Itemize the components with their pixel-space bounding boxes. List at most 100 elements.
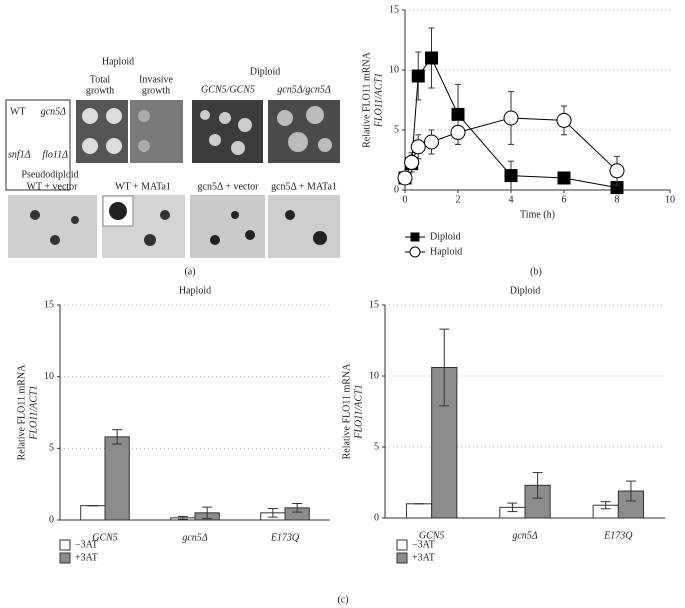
marker: [504, 169, 518, 183]
strain-label: flo11Δ: [42, 149, 68, 160]
y-tick-label: 15: [369, 299, 379, 310]
x-tick-label: 4: [509, 194, 514, 205]
marker: [411, 69, 425, 83]
legend-swatch: [396, 552, 408, 564]
y-axis-label: Relative FLO11 mRNA: [341, 363, 352, 460]
marker: [450, 124, 466, 140]
strain-label: WT: [10, 106, 26, 117]
error-bar: [625, 480, 636, 502]
x-tick-label: 10: [665, 194, 675, 205]
y-tick-label: 0: [394, 184, 399, 195]
bar: [104, 436, 130, 521]
error-bar: [202, 506, 213, 520]
x-tick-label: 6: [562, 194, 567, 205]
y-axis-label: FLO11/ACT1: [28, 385, 39, 440]
x-tick-label: gcn5Δ: [182, 532, 207, 543]
y-tick-label: 10: [44, 371, 54, 382]
y-tick-label: 0: [374, 512, 379, 523]
strain-label: gcn5Δ: [41, 106, 66, 117]
y-axis-label: FLO11/ACT1: [353, 384, 364, 439]
bar: [80, 505, 106, 521]
marker: [557, 171, 571, 185]
x-tick-label: 2: [456, 194, 461, 205]
legend-marker: [410, 232, 420, 242]
legend-marker: [409, 246, 421, 258]
column-label: WT + MATa1: [115, 181, 171, 192]
y-axis-label: Relative FLO11 mRNA: [361, 51, 372, 148]
legend-label: −3AT: [412, 539, 435, 550]
marker: [397, 170, 413, 186]
column-label: WT + vector: [27, 181, 79, 192]
photo: [130, 100, 183, 163]
heading: Diploid: [250, 66, 281, 77]
photo: [76, 100, 128, 163]
error-bar: [439, 328, 450, 407]
y-tick-label: 5: [394, 124, 399, 135]
x-tick-label: gcn5Δ: [512, 530, 537, 541]
strain-key: [5, 99, 71, 191]
y-tick-label: 15: [389, 4, 399, 15]
marker: [424, 134, 439, 150]
error-bar: [507, 502, 518, 513]
column-label: GCN5/GCN5: [201, 84, 255, 95]
marker: [425, 51, 438, 65]
error-bar: [600, 501, 611, 510]
marker: [503, 110, 519, 126]
x-tick-label: E173Q: [603, 530, 633, 541]
error-bar: [177, 515, 188, 520]
legend-label: Diploid: [430, 231, 461, 242]
error-bar: [267, 508, 278, 518]
error-bar: [532, 472, 543, 499]
marker: [556, 112, 572, 128]
y-tick-label: 10: [389, 64, 399, 75]
chart-title: Diploid: [510, 285, 541, 296]
marker: [410, 139, 426, 155]
legend-label: Haploid: [430, 246, 462, 257]
y-axis-label: FLO11/ACT1: [373, 73, 384, 128]
y-tick-label: 5: [374, 441, 379, 452]
panel-label: (a): [184, 266, 195, 277]
photo: [268, 100, 340, 163]
x-axis-label: Time (h): [520, 209, 555, 220]
y-tick-label: 0: [49, 514, 54, 525]
heading: Pseudodiploid: [21, 169, 78, 180]
x-tick-label: E173Q: [270, 532, 300, 543]
heading: Haploid: [102, 56, 134, 67]
marker: [609, 163, 625, 179]
photo: [8, 195, 97, 258]
x-tick-label: 0: [403, 194, 408, 205]
panel-label: (c): [337, 594, 348, 605]
column-label: Total: [90, 74, 111, 85]
column-label: growth: [142, 85, 170, 96]
chart-title: Haploid: [179, 285, 211, 296]
photo: [192, 100, 263, 163]
y-tick-label: 5: [49, 443, 54, 454]
error-bar: [292, 503, 303, 513]
marker: [404, 154, 420, 170]
panel-label: (b): [530, 266, 542, 277]
x-tick-label: GCN5: [419, 530, 445, 541]
y-tick-label: 15: [44, 299, 54, 310]
y-axis-label: Relative FLO11 mRNA: [16, 364, 27, 461]
x-tick-label: GCN5: [92, 532, 118, 543]
x-tick-label: 8: [615, 194, 620, 205]
bar: [405, 503, 433, 519]
legend-label: +3AT: [412, 552, 435, 563]
photos: [5, 99, 340, 258]
photo: [268, 195, 340, 258]
strain-label: snf1Δ: [8, 149, 31, 160]
column-label: Invasive: [139, 74, 173, 85]
error-bar: [112, 429, 123, 445]
legend-label: +3AT: [75, 552, 98, 563]
column-label: gcn5Δ + MATa1: [271, 181, 337, 192]
column-label: growth: [86, 85, 114, 96]
legend-swatch: [396, 539, 408, 551]
marker: [451, 107, 465, 121]
legend-label: −3AT: [75, 539, 98, 550]
column-label: gcn5Δ + vector: [198, 181, 260, 192]
legend-swatch: [59, 552, 71, 564]
column-label: gcn5Δ/gcn5Δ: [277, 84, 331, 95]
legend-swatch: [59, 539, 71, 551]
photo: [190, 195, 265, 258]
